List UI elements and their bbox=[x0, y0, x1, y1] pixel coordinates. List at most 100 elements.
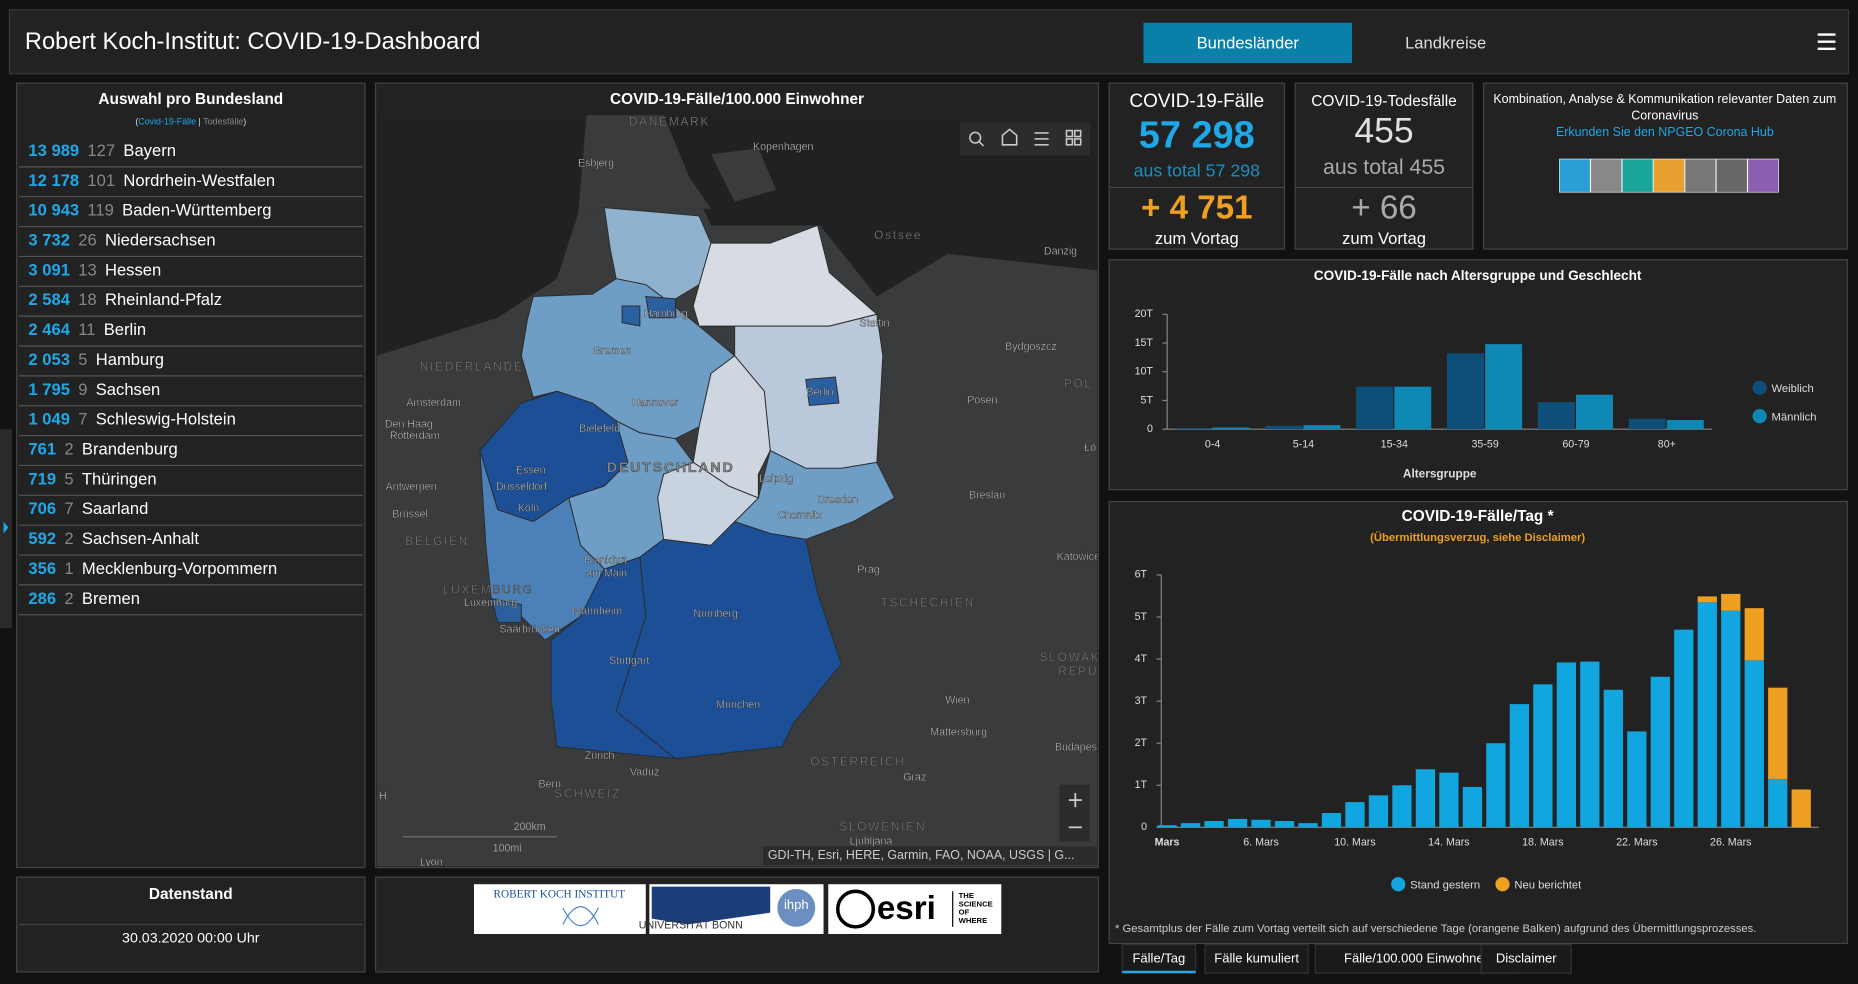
tab-label[interactable]: Landkreise bbox=[1405, 33, 1486, 52]
state-shape[interactable] bbox=[615, 521, 842, 760]
bar-segment[interactable] bbox=[1415, 769, 1436, 828]
tab-label[interactable]: Fälle/Tag bbox=[1132, 950, 1185, 965]
hub-icon[interactable] bbox=[1559, 158, 1591, 193]
bar-segment[interactable] bbox=[1274, 821, 1295, 828]
tab-button[interactable] bbox=[1143, 22, 1353, 64]
bar-segment[interactable] bbox=[1768, 687, 1788, 779]
bar-segment[interactable] bbox=[1744, 660, 1764, 828]
bar-segment[interactable] bbox=[1721, 610, 1741, 828]
state-row[interactable]: 13 989 127 Bayern bbox=[28, 141, 176, 160]
bar[interactable] bbox=[1394, 386, 1432, 430]
state-row[interactable]: 1 795 9 Sachsen bbox=[28, 380, 160, 399]
state-row[interactable]: 3 732 26 Niedersachsen bbox=[28, 231, 215, 250]
bar[interactable] bbox=[1265, 425, 1303, 430]
map[interactable]: DANEMARK Esbjerg Kopenhagen Ostsee Danzig Ham… bbox=[376, 114, 1101, 868]
bar-segment[interactable] bbox=[1157, 825, 1177, 828]
bar[interactable] bbox=[1628, 418, 1666, 430]
hub-icon[interactable] bbox=[1747, 158, 1779, 193]
bar-segment[interactable] bbox=[1768, 778, 1788, 828]
state-shape[interactable] bbox=[645, 295, 676, 319]
state-row[interactable]: 12 178 101 Nordrhein-Westfalen bbox=[28, 171, 275, 190]
state-row[interactable]: 2 584 18 Rheinland-Pfalz bbox=[28, 291, 222, 310]
bar[interactable] bbox=[1537, 402, 1575, 430]
bar-segment[interactable] bbox=[1509, 704, 1530, 828]
legend-label[interactable]: Neu berichtet bbox=[1514, 879, 1582, 891]
bar[interactable] bbox=[1575, 394, 1613, 430]
bar-segment[interactable] bbox=[1439, 772, 1459, 828]
state-shape[interactable] bbox=[621, 305, 641, 327]
bar-segment[interactable] bbox=[1533, 684, 1553, 828]
zoom-icons[interactable] bbox=[1068, 792, 1082, 829]
hub-icon[interactable] bbox=[1590, 158, 1622, 193]
bar-segment[interactable] bbox=[1486, 743, 1506, 828]
bar-segment[interactable] bbox=[1556, 662, 1576, 828]
state-row[interactable]: 719 5 Thüringen bbox=[28, 470, 156, 489]
state-row[interactable]: 356 1 Mecklenburg-Vorpommern bbox=[28, 559, 277, 578]
menu-icon[interactable] bbox=[1817, 33, 1836, 51]
bar-segment[interactable] bbox=[1298, 823, 1318, 828]
tab[interactable] bbox=[1121, 944, 1197, 974]
hub-icons[interactable] bbox=[1559, 158, 1779, 193]
toolbar-icons[interactable] bbox=[969, 128, 1082, 147]
tab-label[interactable]: Fälle/100.000 Einwohner bbox=[1344, 950, 1489, 965]
bar[interactable] bbox=[1356, 386, 1394, 430]
bar-segment[interactable] bbox=[1603, 689, 1623, 828]
state-row[interactable]: 1 049 7 Schleswig-Holstein bbox=[28, 410, 235, 429]
tab-label[interactable]: Fälle kumuliert bbox=[1214, 950, 1299, 965]
bar-segment[interactable] bbox=[1204, 821, 1224, 828]
legend-swatch[interactable] bbox=[1495, 877, 1510, 892]
bar-segment[interactable] bbox=[1697, 596, 1717, 603]
state-shape[interactable] bbox=[491, 598, 522, 623]
bar[interactable] bbox=[1303, 425, 1341, 430]
bar-segment[interactable] bbox=[1721, 593, 1741, 611]
legend-label[interactable]: Weiblich bbox=[1771, 383, 1813, 395]
state-row[interactable]: 761 2 Brandenburg bbox=[28, 440, 177, 459]
bar[interactable] bbox=[1212, 427, 1250, 430]
bar[interactable] bbox=[1666, 420, 1704, 430]
legend-label[interactable]: Stand gestern bbox=[1410, 879, 1480, 891]
legend-label[interactable]: Männlich bbox=[1771, 411, 1816, 423]
tab[interactable] bbox=[1480, 944, 1572, 974]
state-row[interactable]: 286 2 Bremen bbox=[28, 589, 140, 608]
state-row[interactable]: 3 091 13 Hessen bbox=[28, 261, 161, 280]
state-row[interactable]: 592 2 Sachsen-Anhalt bbox=[28, 529, 199, 548]
bar-segment[interactable] bbox=[1650, 676, 1670, 828]
bar-segment[interactable] bbox=[1392, 785, 1412, 828]
bottom-tabs[interactable]: Fälle/Tag Fälle kumuliert Fälle/100.000 Ei… bbox=[1121, 944, 1572, 974]
bar-segment[interactable] bbox=[1791, 789, 1811, 828]
bar-segment[interactable] bbox=[1227, 818, 1248, 828]
state-row[interactable]: 10 943 119 Baden-Württemberg bbox=[28, 201, 271, 220]
bar-segment[interactable] bbox=[1180, 823, 1201, 828]
state-shape[interactable] bbox=[805, 376, 840, 407]
bar-segment[interactable] bbox=[1674, 629, 1694, 828]
state-row[interactable]: 2 053 5 Hamburg bbox=[28, 350, 164, 369]
bar[interactable] bbox=[1446, 353, 1484, 430]
bar-segment[interactable] bbox=[1462, 786, 1483, 828]
hub-icon[interactable] bbox=[1684, 158, 1717, 193]
tab-label[interactable]: Disclaimer bbox=[1496, 950, 1557, 965]
bar-segment[interactable] bbox=[1744, 608, 1764, 661]
legend-swatch[interactable] bbox=[1752, 380, 1767, 395]
bar-segment[interactable] bbox=[1697, 602, 1717, 828]
state-row[interactable]: 2 464 11 Berlin bbox=[28, 320, 146, 339]
bar-segment[interactable] bbox=[1321, 813, 1342, 828]
map-label: H bbox=[379, 790, 387, 802]
info-link[interactable]: Erkunden Sie den NPGEO Corona Hub bbox=[1556, 125, 1774, 139]
chart-subtitle: (Übermittlungsverzug, siehe Disclaimer) bbox=[1370, 531, 1585, 544]
hub-icon[interactable] bbox=[1716, 158, 1748, 193]
bar-segment[interactable] bbox=[1345, 802, 1365, 828]
legend-swatch[interactable] bbox=[1752, 409, 1767, 424]
state-shape[interactable] bbox=[520, 278, 736, 440]
tab[interactable] bbox=[1204, 944, 1309, 974]
bar[interactable] bbox=[1485, 344, 1523, 430]
tab-label[interactable]: Bundesländer bbox=[1197, 33, 1300, 52]
bar-segment[interactable] bbox=[1368, 795, 1389, 828]
hub-icon[interactable] bbox=[1621, 158, 1654, 193]
legend-swatch[interactable] bbox=[1391, 877, 1406, 892]
bar-segment[interactable] bbox=[1580, 661, 1600, 828]
bar[interactable] bbox=[1174, 428, 1212, 430]
bar-segment[interactable] bbox=[1251, 819, 1271, 828]
hub-icon[interactable] bbox=[1653, 158, 1685, 193]
bar-segment[interactable] bbox=[1627, 731, 1647, 828]
state-row[interactable]: 706 7 Saarland bbox=[28, 500, 148, 519]
